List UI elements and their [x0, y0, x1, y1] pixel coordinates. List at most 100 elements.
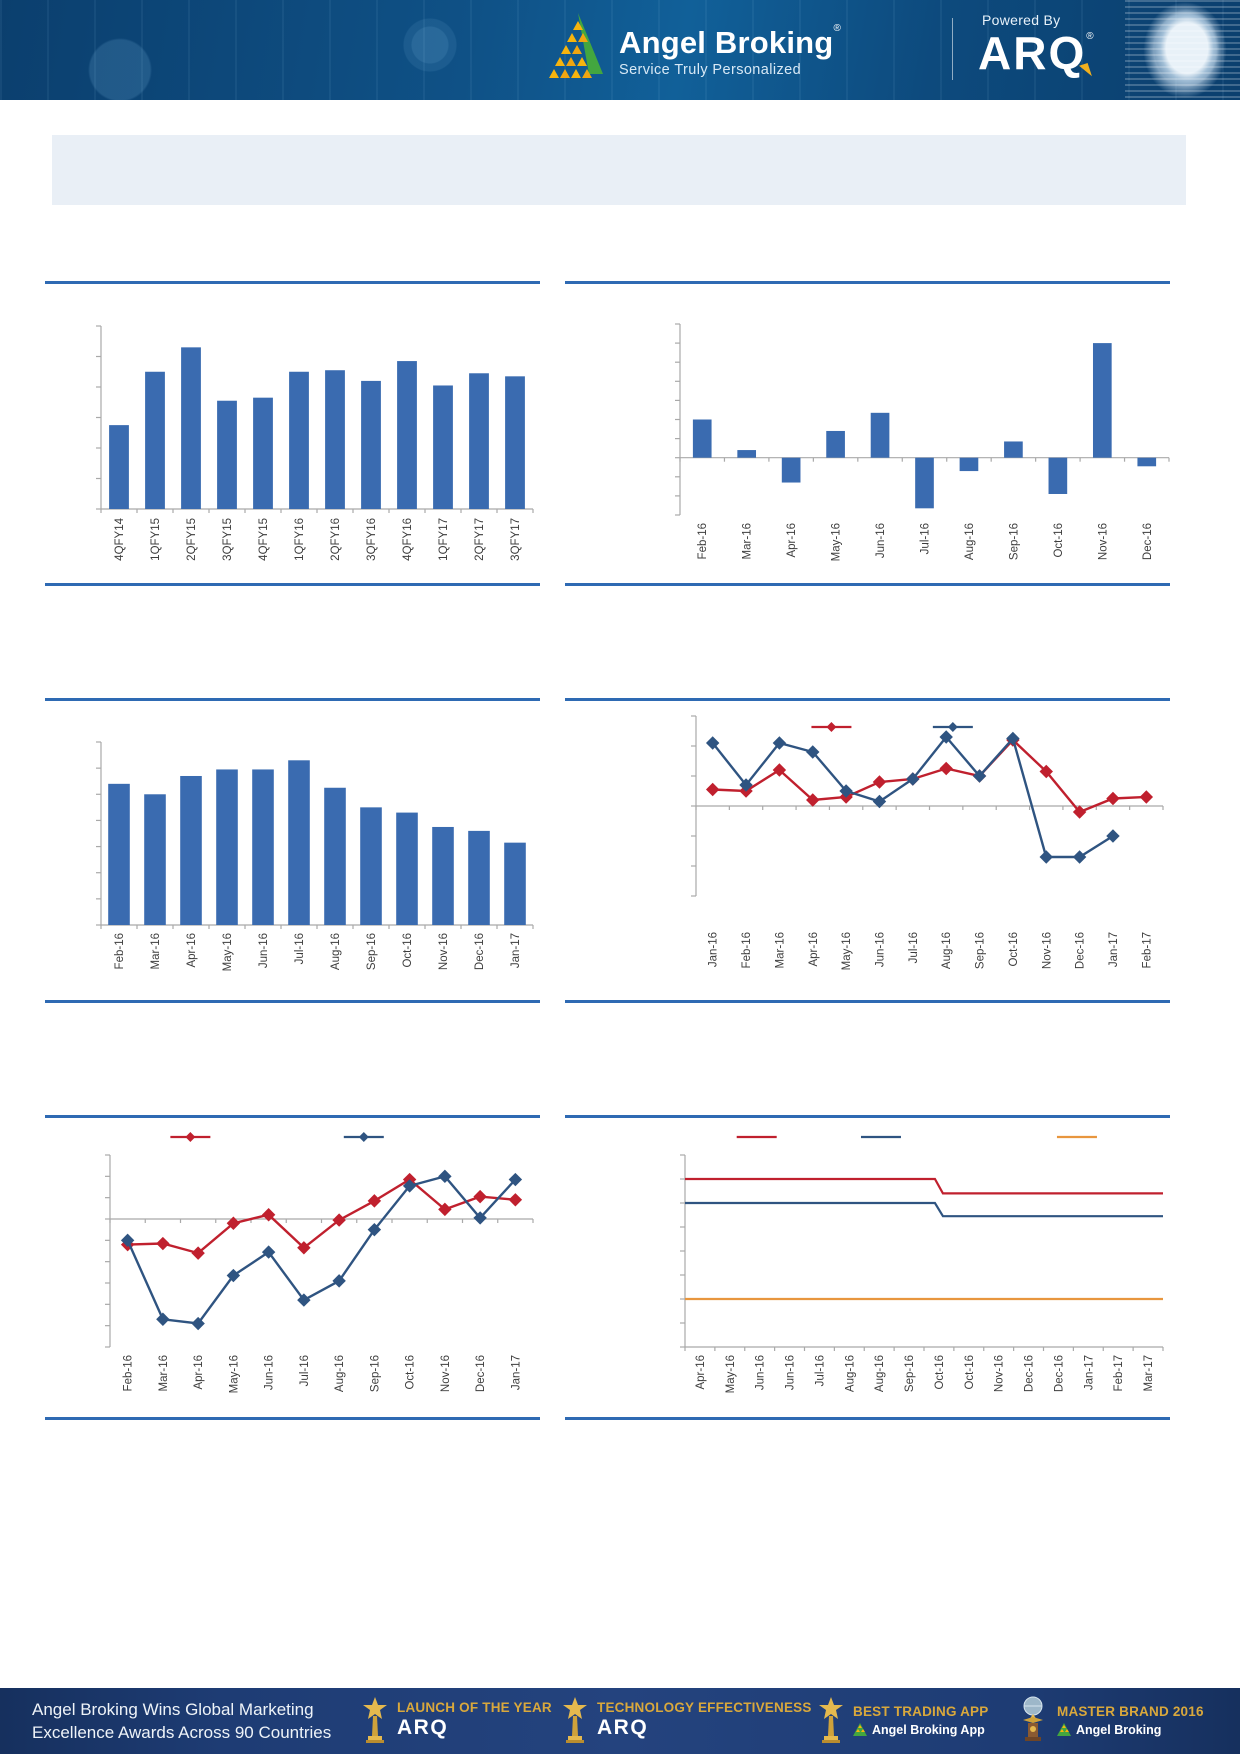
svg-text:Jul-16: Jul-16 — [908, 932, 920, 963]
monthly-change-bar-chart: Feb-16 Mar-16 Apr-16 May-16 Jun-16 Jul-16 Aug-… — [565, 288, 1170, 588]
svg-text:Jun-16: Jun-16 — [785, 1355, 797, 1390]
svg-text:Feb-17: Feb-17 — [1113, 1355, 1125, 1391]
award-subtitle: Angel Broking — [1057, 1723, 1204, 1737]
svg-text:Jan-17: Jan-17 — [510, 933, 522, 968]
svg-text:Nov-16: Nov-16 — [1097, 523, 1109, 560]
trophy-star-icon — [819, 1697, 843, 1743]
svg-text:Sep-16: Sep-16 — [366, 933, 378, 970]
award-subtitle: ARQ — [597, 1716, 649, 1739]
angel-broking-pyramid-icon — [549, 13, 603, 78]
svg-text:Dec-16: Dec-16 — [1024, 1355, 1036, 1392]
svg-text:Jul-16: Jul-16 — [814, 1355, 826, 1386]
svg-text:Jan-17: Jan-17 — [1083, 1355, 1095, 1390]
award-title: MASTER BRAND 2016 — [1057, 1703, 1204, 1719]
footer-awards-banner: Angel Broking Wins Global Marketing Exce… — [0, 1688, 1240, 1754]
section2-left-title-rule — [45, 698, 540, 701]
trophy-star-icon — [363, 1697, 387, 1743]
svg-text:Apr-16: Apr-16 — [808, 932, 820, 967]
brand-name: Angel Broking® — [619, 23, 842, 60]
svg-text:Jul-16: Jul-16 — [299, 1355, 311, 1386]
svg-text:Jun-16: Jun-16 — [755, 1355, 767, 1390]
section2-right-bottom-rule — [565, 1000, 1170, 1003]
header-divider — [952, 18, 953, 80]
dual-series-line-chart-1: Jan-16 Feb-16 Mar-16 Apr-16 May-16 Jun-16 Jul-… — [565, 700, 1170, 1000]
svg-text:Feb-16: Feb-16 — [123, 1355, 135, 1391]
header-banner: Angel Broking® Service Truly Personalize… — [0, 0, 1240, 100]
svg-text:Feb-17: Feb-17 — [1141, 932, 1153, 968]
svg-text:Jun-16: Jun-16 — [875, 523, 887, 558]
svg-text:Dec-16: Dec-16 — [1075, 932, 1087, 969]
svg-text:Mar-17: Mar-17 — [1143, 1355, 1155, 1391]
svg-text:May-16: May-16 — [222, 933, 234, 971]
svg-text:Nov-16: Nov-16 — [440, 1355, 452, 1392]
footer-headline-line1: Angel Broking Wins Global Marketing — [32, 1700, 314, 1719]
svg-text:Sep-16: Sep-16 — [369, 1355, 381, 1392]
svg-text:Sep-16: Sep-16 — [1008, 523, 1020, 560]
svg-text:Nov-16: Nov-16 — [438, 933, 450, 970]
svg-text:2QFY15: 2QFY15 — [186, 518, 198, 561]
svg-text:Mar-16: Mar-16 — [158, 1355, 170, 1391]
arq-wordmark: ARQ® — [978, 27, 1096, 80]
svg-text:1QFY15: 1QFY15 — [150, 518, 162, 561]
svg-text:Nov-16: Nov-16 — [994, 1355, 1006, 1392]
svg-text:Jan-17: Jan-17 — [1108, 932, 1120, 967]
svg-text:Apr-16: Apr-16 — [186, 933, 198, 968]
svg-text:1QFY16: 1QFY16 — [294, 518, 306, 561]
svg-text:2QFY16: 2QFY16 — [330, 518, 342, 561]
svg-text:Mar-16: Mar-16 — [150, 933, 162, 969]
svg-text:1QFY17: 1QFY17 — [438, 518, 450, 561]
svg-text:Feb-16: Feb-16 — [697, 523, 709, 559]
svg-text:Apr-16: Apr-16 — [786, 523, 798, 558]
svg-text:Dec-16: Dec-16 — [475, 1355, 487, 1392]
award-item: MASTER BRAND 2016 Angel Broking — [1018, 1696, 1204, 1744]
svg-text:Jan-16: Jan-16 — [708, 932, 720, 967]
svg-text:Dec-16: Dec-16 — [1053, 1355, 1065, 1392]
svg-text:Sep-16: Sep-16 — [975, 932, 987, 969]
award-title: BEST TRADING APP — [853, 1703, 989, 1719]
footer-headline: Angel Broking Wins Global Marketing Exce… — [32, 1699, 331, 1745]
award-title: TECHNOLOGY EFFECTIVENESS — [597, 1700, 812, 1715]
svg-text:Apr-16: Apr-16 — [193, 1355, 205, 1390]
svg-text:Apr-16: Apr-16 — [695, 1355, 707, 1390]
svg-text:4QFY16: 4QFY16 — [402, 518, 414, 561]
svg-text:2QFY17: 2QFY17 — [474, 518, 486, 561]
svg-text:May-16: May-16 — [841, 932, 853, 970]
section1-right-title-rule — [565, 281, 1170, 284]
svg-text:4QFY14: 4QFY14 — [114, 517, 126, 560]
svg-text:Feb-16: Feb-16 — [114, 933, 126, 969]
svg-text:Jul-16: Jul-16 — [294, 933, 306, 964]
svg-text:Oct-16: Oct-16 — [934, 1355, 946, 1390]
svg-text:Mar-16: Mar-16 — [774, 932, 786, 968]
section3-left-bottom-rule — [45, 1417, 540, 1420]
angel-pyramid-icon — [853, 1723, 867, 1736]
svg-text:3QFY17: 3QFY17 — [510, 518, 522, 561]
svg-text:Aug-16: Aug-16 — [874, 1355, 886, 1392]
award-item: BEST TRADING APP Angel Broking App — [818, 1696, 988, 1744]
svg-text:Oct-16: Oct-16 — [1053, 523, 1065, 558]
svg-text:Mar-16: Mar-16 — [742, 523, 754, 559]
angel-broking-logo: Angel Broking® Service Truly Personalize… — [545, 10, 841, 80]
svg-text:Aug-16: Aug-16 — [941, 932, 953, 969]
triple-step-line-chart: Apr-16 May-16 Jun-16 Jun-16 Jul-16 Aug-16 Aug-… — [565, 1117, 1170, 1417]
award-title: LAUNCH OF THE YEAR — [397, 1700, 552, 1715]
powered-by-block: Powered By ARQ® — [978, 12, 1096, 80]
section1-left-bottom-rule — [45, 583, 540, 586]
award-item: TECHNOLOGY EFFECTIVENESS ARQ — [562, 1696, 812, 1744]
section3-right-title-rule — [565, 1115, 1170, 1118]
svg-text:Dec-16: Dec-16 — [474, 933, 486, 970]
award-subtitle: ARQ — [397, 1716, 449, 1739]
svg-text:Feb-16: Feb-16 — [741, 932, 753, 968]
svg-text:3QFY16: 3QFY16 — [366, 518, 378, 561]
svg-text:May-16: May-16 — [725, 1355, 737, 1393]
powered-by-label: Powered By — [982, 12, 1061, 28]
svg-text:3QFY15: 3QFY15 — [222, 518, 234, 561]
dual-series-line-chart-2: Feb-16 Mar-16 Apr-16 May-16 Jun-16 Jul-16 Aug-… — [45, 1117, 540, 1417]
svg-text:Jun-16: Jun-16 — [874, 932, 886, 967]
section1-right-bottom-rule — [565, 583, 1170, 586]
title-box — [52, 135, 1186, 205]
svg-text:May-16: May-16 — [228, 1355, 240, 1393]
brand-tagline: Service Truly Personalized — [619, 61, 802, 78]
svg-text:Aug-16: Aug-16 — [334, 1355, 346, 1392]
footer-headline-line2: Excellence Awards Across 90 Countries — [32, 1722, 332, 1742]
